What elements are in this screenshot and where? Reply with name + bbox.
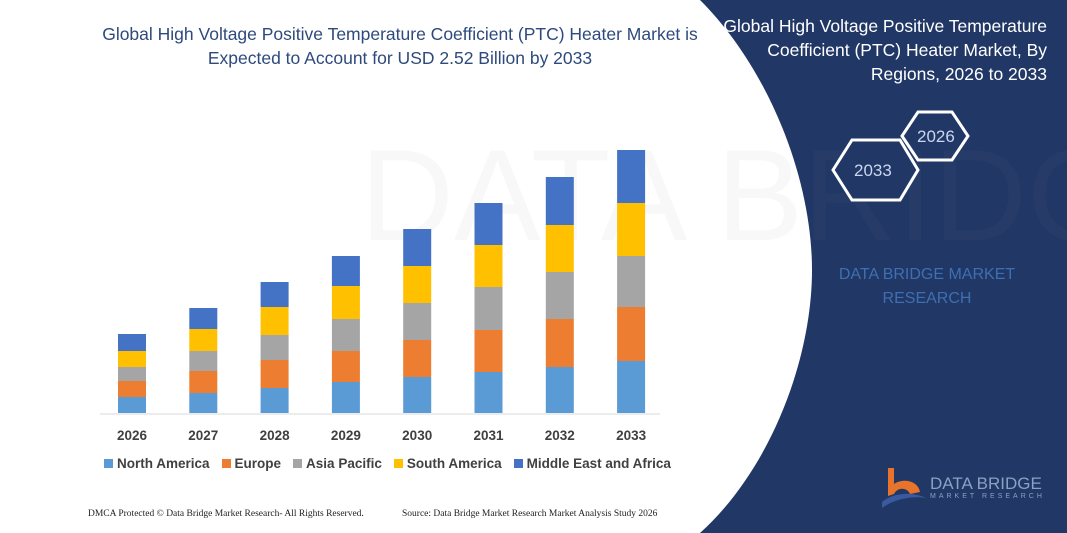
bar-segment-2031-3 (474, 245, 503, 287)
legend-label: Middle East and Africa (526, 456, 671, 471)
bar-segment-2028-2 (260, 335, 289, 360)
bar-segment-2027-4 (189, 308, 218, 329)
x-tick-label: 2031 (473, 428, 504, 443)
bar-segment-2026-1 (118, 381, 146, 397)
legend-swatch (393, 459, 403, 468)
bar-segment-2028-0 (260, 388, 289, 413)
side-panel-title: Global High Voltage Positive Temperature… (723, 16, 1047, 84)
bar-segment-2030-1 (403, 340, 432, 377)
legend-swatch (513, 459, 523, 468)
x-tick-label: 2029 (331, 428, 361, 443)
legend-item: South America (393, 456, 502, 471)
hex-label-end: 2033 (854, 161, 892, 180)
bar-segment-2029-4 (331, 256, 360, 286)
bar-segment-2029-1 (331, 351, 360, 382)
footer-copyright: DMCA Protected © Data Bridge Market Rese… (88, 509, 364, 519)
bar-segment-2026-2 (118, 367, 146, 381)
bar-segment-2030-2 (403, 303, 432, 340)
legend-label: North America (117, 456, 210, 471)
x-tick-label: 2027 (188, 428, 218, 443)
bar-segment-2027-3 (189, 329, 218, 351)
bars (118, 150, 646, 413)
legend: North America Europe Asia Pacific South Ame… (104, 456, 671, 471)
bar-segment-2028-3 (260, 307, 289, 335)
bar-segment-2032-0 (545, 367, 574, 413)
legend-label: South America (406, 456, 502, 471)
bar-segment-2026-3 (118, 351, 146, 367)
bar-segment-2028-1 (260, 360, 289, 388)
bar-segment-2027-1 (189, 371, 218, 393)
bar-segment-2033-0 (617, 361, 646, 413)
logo-name: DATA BRIDGE (930, 474, 1042, 493)
bar-segment-2032-2 (545, 272, 574, 319)
legend-swatch (293, 459, 303, 468)
chart-title: Global High Voltage Positive Temperature… (102, 24, 698, 68)
bar-segment-2027-2 (189, 351, 218, 371)
legend-label: Europe (234, 456, 282, 471)
logo-icon (882, 468, 926, 508)
legend-label: Asia Pacific (306, 456, 382, 471)
logo-sub: MARKET RESEARCH (930, 493, 1045, 500)
bar-segment-2029-2 (331, 319, 360, 351)
legend-swatch (104, 459, 113, 468)
bar-segment-2030-3 (403, 266, 432, 303)
side-panel-brand: DATA BRIDGE MARKET RESEARCH (838, 266, 1016, 307)
footer-source: Source: Data Bridge Market Research Mark… (402, 509, 658, 519)
bar-segment-2029-3 (331, 286, 360, 319)
bar-segment-2032-4 (545, 177, 574, 225)
bar-segment-2026-0 (118, 397, 146, 413)
legend-item: Europe (221, 456, 282, 471)
legend-item: North America (104, 456, 210, 471)
legend-item: Asia Pacific (293, 456, 382, 471)
legend-item: Middle East and Africa (513, 456, 671, 471)
bar-segment-2031-2 (474, 287, 503, 330)
bar-segment-2033-1 (617, 307, 646, 361)
x-tick-label: 2033 (616, 428, 647, 443)
bar-segment-2031-0 (474, 372, 503, 413)
bar-segment-2033-4 (617, 150, 646, 203)
bar-segment-2033-2 (617, 256, 646, 307)
bar-segment-2028-4 (260, 282, 289, 307)
bar-segment-2033-3 (617, 203, 646, 256)
bar-segment-2031-1 (474, 330, 503, 372)
legend-swatch (221, 459, 231, 468)
x-tick-label: 2026 (117, 428, 148, 443)
bar-segment-2026-4 (118, 334, 146, 351)
x-tick-label: 2030 (402, 428, 432, 443)
x-tick-label: 2032 (545, 428, 575, 443)
bar-segment-2030-0 (403, 377, 432, 413)
bar-segment-2030-4 (403, 229, 432, 266)
bar-segment-2027-0 (189, 393, 218, 413)
bar-segment-2029-0 (331, 382, 360, 413)
x-ticks: 2026 2027 2028 2029 2030 2031 2032 2033 (117, 428, 647, 443)
hex-label-start: 2026 (917, 127, 955, 146)
x-tick-label: 2028 (260, 428, 291, 443)
hex-2026 (900, 110, 970, 162)
bar-segment-2031-4 (474, 203, 503, 245)
bar-segment-2032-1 (545, 319, 574, 367)
hex-2033 (831, 138, 920, 202)
bar-segment-2032-3 (545, 225, 574, 272)
side-panel (700, 0, 1067, 533)
